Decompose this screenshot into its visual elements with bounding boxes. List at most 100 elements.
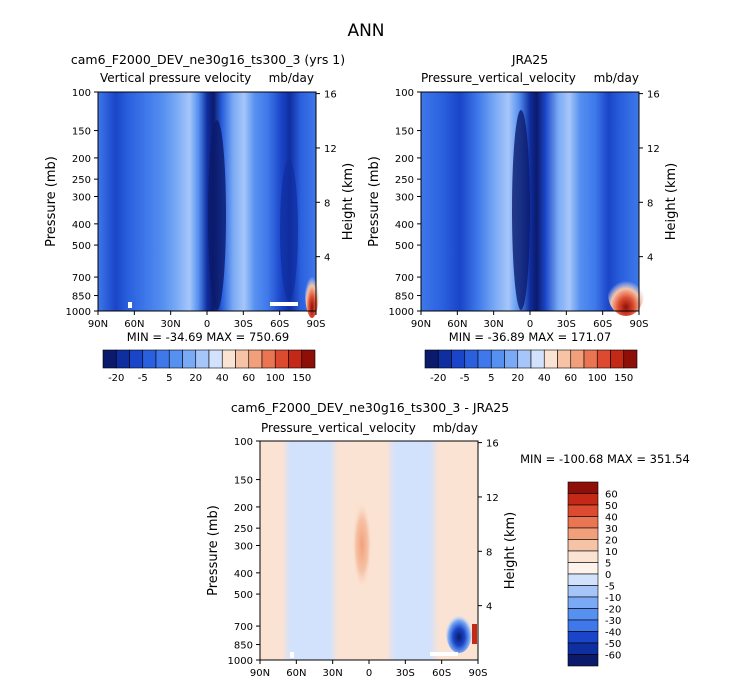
pressure-tick-label: 100 bbox=[395, 88, 414, 99]
colorbar-label: 40 bbox=[605, 513, 618, 524]
colorbar-label: -50 bbox=[605, 639, 621, 650]
panel-model: cam6_F2000_DEV_ne30g16_ts300_3 (yrs 1) V… bbox=[44, 52, 356, 344]
lat-tick-label: 90S bbox=[629, 319, 648, 330]
pressure-tick-label: 500 bbox=[395, 241, 414, 252]
height-tick-label: 4 bbox=[324, 253, 330, 264]
colorbar-label: 5 bbox=[488, 373, 494, 384]
pressure-tick-label: 150 bbox=[234, 476, 253, 487]
pressure-tick-label: 850 bbox=[234, 641, 253, 652]
lat-tick-label: 0 bbox=[366, 668, 372, 679]
lat-tick-label: 30N bbox=[323, 668, 343, 679]
lat-tick-label: 60S bbox=[593, 319, 612, 330]
colorbar-label: -60 bbox=[605, 651, 621, 662]
colorbar-label: 60 bbox=[242, 373, 255, 384]
panel-diff-variable: Pressure_vertical_velocity bbox=[261, 421, 416, 435]
colorbar-label: 0 bbox=[605, 570, 611, 581]
colorbar-swatch bbox=[567, 481, 599, 494]
height-tick-label: 8 bbox=[324, 198, 330, 209]
height-tick-label: 12 bbox=[486, 493, 499, 504]
colorbar-label: 5 bbox=[166, 373, 172, 384]
lat-tick-label: 30N bbox=[484, 319, 504, 330]
height-tick-label: 8 bbox=[486, 547, 492, 558]
colorbar-label: 20 bbox=[605, 536, 618, 547]
colorbar-model: -20 -5 5 20 40 60 100 150 bbox=[102, 349, 316, 384]
colorbar-swatch bbox=[610, 349, 625, 369]
panel-diff-minmax: MIN = -100.68 MAX = 351.54 bbox=[520, 452, 690, 466]
pressure-tick-label: 400 bbox=[395, 220, 414, 231]
colorbar-label: 5 bbox=[605, 559, 611, 570]
panel-diff-mask bbox=[430, 652, 458, 656]
panel-diff-negative-bias bbox=[446, 613, 472, 653]
panel-obs-descent-spot bbox=[608, 272, 644, 316]
panel-diff: cam6_F2000_DEV_ne30g16_ts300_3 - JRA25 P… bbox=[206, 400, 690, 679]
colorbar-swatch bbox=[567, 562, 599, 575]
colorbar-swatch bbox=[464, 349, 479, 369]
colorbar-swatch bbox=[274, 349, 289, 369]
pressure-tick-label: 850 bbox=[72, 292, 91, 303]
lat-tick-label: 0 bbox=[204, 319, 210, 330]
colorbar-label: -5 bbox=[138, 373, 148, 384]
lat-tick-label: 30S bbox=[557, 319, 576, 330]
pressure-tick-label: 300 bbox=[234, 541, 253, 552]
lat-tick-label: 90N bbox=[411, 319, 431, 330]
panel-model-mask-2 bbox=[128, 302, 132, 308]
lat-tick-label: 30S bbox=[234, 319, 253, 330]
colorbar-label: -5 bbox=[460, 373, 470, 384]
lat-tick-label: 60N bbox=[124, 319, 144, 330]
lat-tick-label: 60S bbox=[432, 668, 451, 679]
colorbar-swatch bbox=[182, 349, 197, 369]
height-tick-label: 12 bbox=[324, 144, 337, 155]
colorbar-label: 20 bbox=[511, 373, 524, 384]
lat-tick-label: 60N bbox=[286, 668, 306, 679]
panel-model-units: mb/day bbox=[269, 71, 314, 85]
colorbar-swatch bbox=[583, 349, 598, 369]
colorbar-obs: -20 -5 5 20 40 60 100 150 bbox=[424, 349, 638, 384]
panel-model-descent-spot bbox=[305, 266, 319, 318]
pressure-tick-label: 150 bbox=[395, 127, 414, 138]
panel-obs-variable: Pressure_vertical_velocity bbox=[421, 71, 576, 85]
pressure-tick-label: 200 bbox=[234, 503, 253, 514]
colorbar-label: 60 bbox=[564, 373, 577, 384]
lat-tick-label: 0 bbox=[527, 319, 533, 330]
height-tick-label: 4 bbox=[647, 253, 653, 264]
pressure-tick-label: 150 bbox=[72, 127, 91, 138]
colorbar-swatch bbox=[543, 349, 558, 369]
panel-diff-positive-bias bbox=[352, 500, 372, 590]
height-axis-title: Height (km) bbox=[503, 512, 518, 589]
height-tick-label: 8 bbox=[647, 198, 653, 209]
pressure-axis-title: Pressure (mb) bbox=[206, 505, 221, 596]
colorbar-swatch bbox=[451, 349, 466, 369]
colorbar-label: -10 bbox=[605, 593, 621, 604]
panel-obs: JRA25 Pressure_vertical_velocity mb/day … bbox=[367, 52, 679, 344]
lat-tick-label: 60N bbox=[447, 319, 467, 330]
panel-diff-mask-2 bbox=[290, 652, 294, 658]
figure-title: ANN bbox=[347, 21, 384, 41]
colorbar-swatch bbox=[490, 349, 505, 369]
colorbar-label: 40 bbox=[538, 373, 551, 384]
lat-tick-label: 30N bbox=[161, 319, 181, 330]
pressure-tick-label: 850 bbox=[395, 292, 414, 303]
colorbar-swatch bbox=[288, 349, 303, 369]
colorbar-swatch bbox=[570, 349, 585, 369]
colorbar-swatch bbox=[129, 349, 144, 369]
colorbar-swatch bbox=[567, 504, 599, 517]
lat-tick-label: 90S bbox=[306, 319, 325, 330]
pressure-tick-label: 250 bbox=[72, 175, 91, 186]
height-tick-label: 12 bbox=[647, 144, 660, 155]
pressure-tick-label: 250 bbox=[395, 175, 414, 186]
pressure-tick-label: 200 bbox=[395, 154, 414, 165]
colorbar-label: 150 bbox=[292, 373, 311, 384]
colorbar-label: 150 bbox=[614, 373, 633, 384]
height-tick-label: 16 bbox=[324, 90, 337, 101]
pressure-tick-label: 700 bbox=[72, 273, 91, 284]
panel-model-southern-ascent bbox=[280, 160, 298, 300]
panel-diff-red-edge bbox=[472, 624, 477, 644]
colorbar-swatch bbox=[567, 631, 599, 644]
colorbar-swatch bbox=[301, 349, 316, 369]
colorbar-swatch bbox=[567, 654, 599, 667]
colorbar-swatch bbox=[596, 349, 611, 369]
colorbar-swatch bbox=[567, 585, 599, 598]
lat-tick-label: 60S bbox=[270, 319, 289, 330]
pressure-tick-label: 1000 bbox=[228, 656, 253, 667]
